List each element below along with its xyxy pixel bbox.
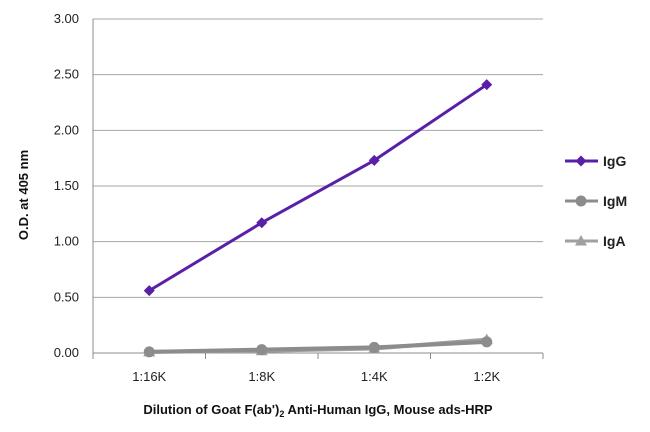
series-igm	[143, 336, 493, 358]
legend-marker	[575, 235, 587, 246]
data-point	[143, 346, 155, 358]
legend-item-igg: IgG	[565, 153, 626, 169]
series-igg	[143, 79, 493, 297]
y-tick-label: 0.50	[54, 289, 79, 304]
y-tick-label: 1.50	[54, 178, 79, 193]
data-point	[368, 154, 380, 166]
x-tick-label: 1:4K	[361, 369, 388, 384]
x-tick-label: 1:2K	[473, 369, 500, 384]
y-axis: 0.00 0.50 1.00 1.50 2.00 2.50 3.00	[54, 11, 94, 360]
data-point	[368, 341, 380, 353]
x-axis: 1:16K 1:8K 1:4K 1:2K	[92, 352, 544, 384]
legend-marker	[575, 195, 587, 207]
x-axis-title-post: Anti-Human IgG, Mouse ads-HRP	[284, 402, 493, 417]
legend-marker	[575, 155, 587, 167]
y-tick-label: 0.00	[54, 345, 79, 360]
x-tick-label: 1:8K	[248, 369, 275, 384]
series-layer	[143, 79, 493, 358]
legend-label: IgG	[603, 153, 626, 169]
y-tick-label: 2.00	[54, 122, 79, 137]
legend-item-igm: IgM	[565, 193, 627, 209]
data-point	[481, 79, 493, 91]
y-tick-label: 2.50	[54, 67, 79, 82]
x-axis-title-subscript: 2	[279, 409, 284, 419]
x-tick-label: 1:16K	[132, 369, 166, 384]
data-point	[143, 285, 155, 297]
legend: IgG IgM IgA	[565, 153, 627, 249]
legend-label: IgM	[603, 193, 627, 209]
gridlines	[93, 18, 543, 298]
legend-label: IgA	[603, 233, 626, 249]
data-point	[481, 336, 493, 348]
data-point	[256, 217, 268, 229]
series-line	[148, 83, 488, 292]
x-axis-title-pre: Dilution of Goat F(ab')	[143, 402, 279, 417]
y-tick-label: 3.00	[54, 11, 79, 26]
y-tick-label: 1.00	[54, 234, 79, 249]
series-line	[149, 339, 487, 354]
legend-item-iga: IgA	[565, 233, 626, 249]
y-axis-title: O.D. at 405 nm	[16, 150, 31, 240]
data-point	[256, 344, 268, 356]
x-axis-title: Dilution of Goat F(ab')2 Anti-Human IgG,…	[143, 402, 493, 419]
